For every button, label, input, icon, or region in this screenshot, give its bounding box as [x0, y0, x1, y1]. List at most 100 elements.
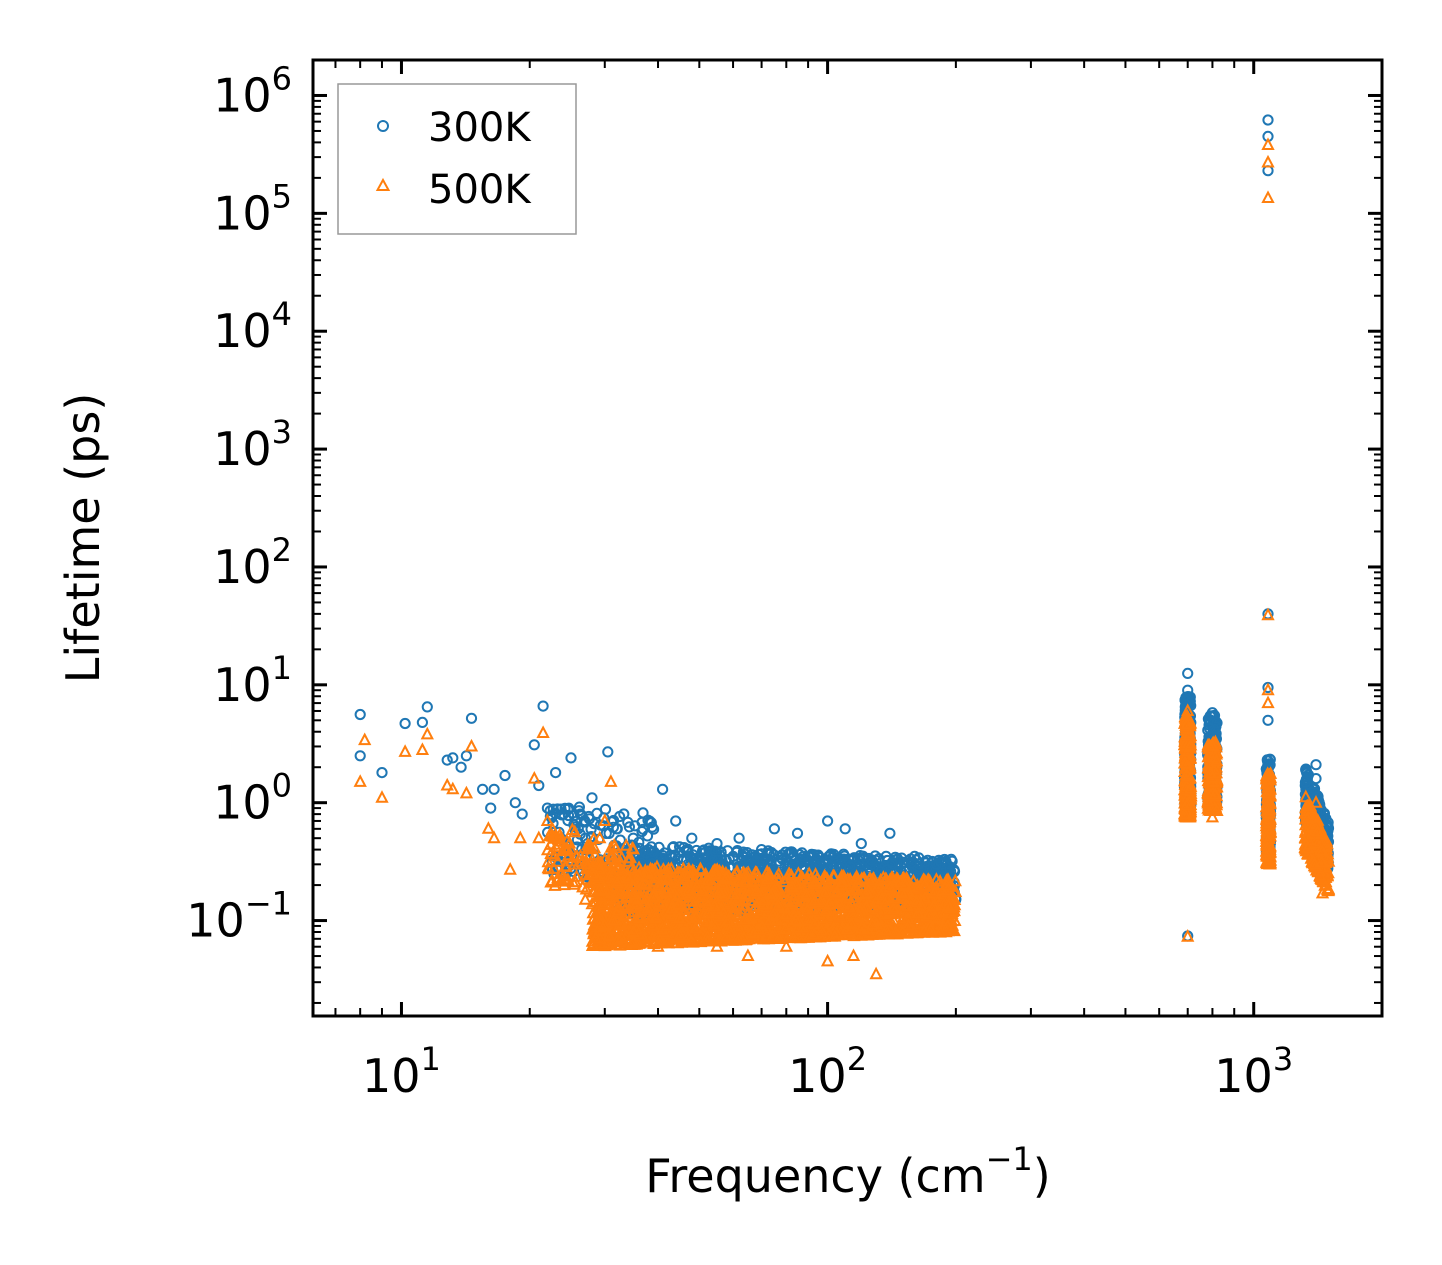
- point-300k-2605: [733, 832, 745, 844]
- point-500k-2133: [940, 918, 955, 932]
- point-500k-2040: [700, 933, 715, 947]
- point-500k-1933: [692, 894, 707, 907]
- point-300k-2585: [509, 797, 521, 809]
- point-500k-1951: [859, 899, 874, 912]
- point-500k-2308: [588, 847, 602, 860]
- point-300k-2613: [909, 850, 921, 863]
- point-300k-2596: [586, 792, 598, 804]
- point-300k-1442: [844, 861, 856, 873]
- point-300k-1487: [812, 849, 824, 861]
- point-300k-1481: [786, 852, 798, 865]
- point-300k-1454: [674, 841, 686, 853]
- point-500k-2323: [541, 854, 555, 868]
- point-500k-2108: [919, 909, 934, 922]
- point-500k-2289: [610, 871, 625, 884]
- point-300k-2578: [455, 761, 467, 773]
- point-500k-2288: [604, 850, 618, 864]
- point-500k-1122: [737, 893, 751, 907]
- point-500k-2190: [684, 933, 698, 947]
- point-500k-2028: [632, 910, 646, 924]
- point-300k-1176: [756, 854, 769, 866]
- point-300k-1640: [579, 815, 591, 827]
- point-500k-2198: [730, 907, 745, 920]
- point-500k-1829: [681, 882, 695, 896]
- point-500k-2294: [549, 839, 563, 853]
- point-500k-1839: [652, 895, 666, 908]
- point-500k-2182: [671, 896, 686, 910]
- point-300k-2287: [1264, 753, 1276, 765]
- point-500k-2180: [808, 874, 823, 887]
- point-500k-2075: [842, 899, 857, 913]
- point-500k-2051: [602, 927, 616, 941]
- point-300k-2608: [791, 827, 804, 839]
- point-300k-2575: [421, 701, 433, 713]
- point-500k-2092: [639, 876, 653, 890]
- point-500k-2316: [589, 869, 603, 882]
- point-500k-2306: [581, 837, 595, 850]
- point-500k-2185: [941, 897, 955, 911]
- point-300k-2593: [565, 752, 577, 764]
- point-500k-2016: [589, 930, 603, 944]
- point-300k-2590: [541, 802, 554, 814]
- point-300k-2570: [354, 708, 366, 721]
- data-points: [353, 114, 1336, 980]
- point-500k-1717: [725, 904, 740, 917]
- point-300k-2587: [528, 739, 540, 751]
- point-500k-2303: [608, 848, 623, 861]
- point-500k-2152: [672, 910, 686, 924]
- point-500k-2159: [693, 934, 708, 948]
- point-500k-1871: [646, 918, 660, 931]
- point-500k-2184: [701, 905, 715, 919]
- point-500k-1877: [792, 878, 806, 891]
- point-500k-2186: [898, 877, 913, 891]
- point-300k-1629: [588, 818, 600, 830]
- point-500k-1555: [721, 896, 735, 910]
- point-500k-1570: [636, 897, 650, 910]
- point-500k-1496: [827, 868, 841, 882]
- point-500k-2304: [565, 822, 579, 835]
- point-500k-2164: [597, 917, 612, 931]
- point-300k-1313: [680, 854, 693, 867]
- point-500k-1886: [948, 913, 962, 926]
- point-500k-2225: [579, 881, 593, 895]
- point-500k-2197: [660, 918, 674, 931]
- point-300k-1444: [886, 858, 899, 870]
- point-500k-1673: [832, 896, 847, 910]
- point-500k-2053: [772, 931, 786, 944]
- point-500k-1642: [712, 914, 727, 928]
- point-300k-1435: [773, 855, 785, 867]
- point-500k-1976: [685, 894, 699, 907]
- point-300k-2524: [1302, 778, 1314, 791]
- point-500k-2220: [624, 861, 639, 874]
- point-500k-1547: [640, 889, 654, 902]
- point-500k-2072: [832, 908, 847, 921]
- point-500k-1737: [635, 928, 650, 942]
- point-500k-2325: [623, 850, 638, 864]
- point-300k-1519: [547, 817, 559, 830]
- point-500k-1999: [676, 917, 691, 930]
- point-500k-1800: [726, 886, 740, 900]
- point-500k-2168: [695, 883, 709, 897]
- point-500k-2130: [681, 869, 695, 882]
- point-500k-2046: [784, 868, 798, 881]
- point-500k-1638: [927, 885, 942, 899]
- point-300k-1225: [781, 854, 793, 866]
- point-500k-2029: [851, 874, 865, 888]
- point-500k-1896: [804, 871, 818, 884]
- point-300k-2609: [822, 815, 834, 827]
- point-500k-2290: [576, 879, 590, 893]
- point-500k-2001: [620, 897, 634, 911]
- point-500k-2314: [560, 843, 574, 856]
- point-500k-2194: [732, 931, 746, 945]
- point-500k-2329: [579, 856, 593, 870]
- point-500k-2157: [789, 905, 803, 918]
- point-500k-2022: [655, 871, 669, 885]
- point-500k-1890: [917, 923, 931, 937]
- point-500k-1895: [847, 883, 861, 896]
- point-300k-2627: [1310, 773, 1322, 785]
- point-300k-2603: [686, 832, 698, 844]
- point-300k-2616: [1182, 667, 1194, 680]
- point-500k-2324: [557, 871, 571, 885]
- point-500k-2319: [544, 846, 558, 859]
- point-500k-2173: [911, 905, 925, 919]
